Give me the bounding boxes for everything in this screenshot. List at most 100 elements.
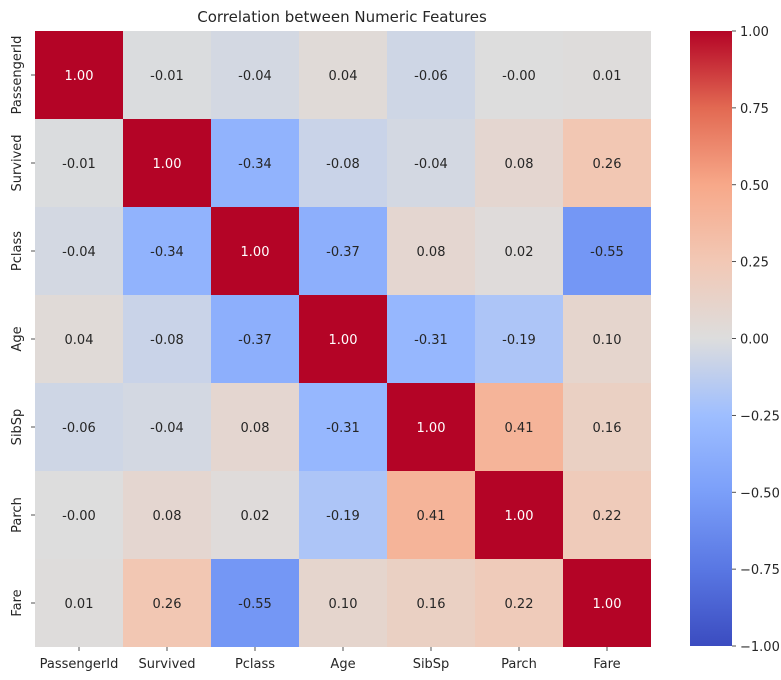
- heatmap-cell: [475, 207, 563, 295]
- cell-value-label: 1.00: [329, 333, 358, 348]
- heatmap-cell: [387, 559, 475, 647]
- cell-value-label: 1.00: [505, 509, 534, 524]
- cell-value-label: 0.16: [593, 421, 622, 436]
- heatmap-cell: [299, 207, 387, 295]
- cell-value-label: -0.04: [62, 245, 96, 260]
- cell-value-label: 0.26: [153, 597, 182, 612]
- x-tick-label: PassengerId: [40, 657, 119, 672]
- x-tick-label: Survived: [138, 657, 195, 672]
- colorbar-tick-label: −0.50: [740, 486, 780, 501]
- heatmap-cell: [211, 383, 299, 471]
- cell-value-label: -0.04: [238, 69, 272, 84]
- cell-value-label: -0.34: [238, 157, 272, 172]
- heatmap-cell: [299, 471, 387, 559]
- heatmap-cell: [35, 383, 123, 471]
- cell-value-label: 0.08: [505, 157, 534, 172]
- cell-value-label: -0.19: [502, 333, 536, 348]
- cell-value-label: -0.00: [502, 69, 536, 84]
- heatmap-cell: [211, 207, 299, 295]
- chart-title: Correlation between Numeric Features: [197, 8, 487, 26]
- heatmap-cell: [35, 207, 123, 295]
- colorbar: 1.00 0.75 0.50 0.25 0.00 −0.25 −0.50 −0.75 −1.00: [690, 25, 780, 655]
- heatmap-cell: [387, 31, 475, 119]
- x-tick-label: Pclass: [235, 657, 275, 672]
- heatmap-cell: [475, 31, 563, 119]
- y-axis-tick-labels: PassengerId Survived Pclass Age SibSp Parch Fa…: [10, 36, 35, 617]
- cell-value-label: -0.08: [326, 157, 360, 172]
- heatmap-cell: [563, 383, 651, 471]
- colorbar-tick-label: 0.25: [740, 256, 769, 271]
- cell-value-label: -0.31: [326, 421, 360, 436]
- cell-value-label: -0.08: [150, 333, 184, 348]
- colorbar-gradient: [690, 31, 732, 646]
- heatmap-cell: [563, 119, 651, 207]
- cell-value-label: 0.22: [505, 597, 534, 612]
- cell-value-label: -0.19: [326, 509, 360, 524]
- y-tick-label: Parch: [10, 497, 25, 533]
- cell-value-label: 1.00: [153, 157, 182, 172]
- colorbar-tick-label: −0.75: [740, 563, 780, 578]
- heatmap-cell: [475, 559, 563, 647]
- cell-value-label: -0.34: [150, 245, 184, 260]
- cell-value-label: -0.01: [150, 69, 184, 84]
- heatmap-cell: [123, 295, 211, 383]
- colorbar-tick-label: 0.75: [740, 102, 769, 117]
- cell-value-label: 0.16: [417, 597, 446, 612]
- y-tick-label: PassengerId: [10, 36, 25, 115]
- heatmap-cell: [563, 559, 651, 647]
- heatmap-cell: [563, 31, 651, 119]
- colorbar-tick-label: −1.00: [740, 640, 780, 655]
- heatmap-cell: [563, 295, 651, 383]
- heatmap-cell: [299, 31, 387, 119]
- y-tick-label: SibSp: [10, 409, 25, 446]
- y-tick-label: Age: [10, 326, 25, 351]
- cell-value-label: -0.06: [62, 421, 96, 436]
- cell-value-label: -0.04: [150, 421, 184, 436]
- heatmap-cell: [123, 31, 211, 119]
- cell-value-label: 0.41: [505, 421, 534, 436]
- y-tick-label: Survived: [10, 134, 25, 191]
- heatmap-cell: [123, 471, 211, 559]
- y-tick-label: Pclass: [10, 231, 25, 271]
- heatmap-cell: [475, 471, 563, 559]
- heatmap-cell: [211, 559, 299, 647]
- cell-value-label: 0.26: [593, 157, 622, 172]
- x-axis-tick-labels: PassengerId Survived Pclass Age SibSp Parch Fa…: [40, 647, 621, 672]
- cell-value-label: 0.04: [329, 69, 358, 84]
- cell-value-label: 0.01: [593, 69, 622, 84]
- cell-value-label: 0.08: [241, 421, 270, 436]
- x-tick-label: SibSp: [413, 657, 450, 672]
- cell-value-label: 0.10: [329, 597, 358, 612]
- cell-value-label: -0.55: [590, 245, 624, 260]
- heatmap-cell: [475, 119, 563, 207]
- heatmap-cell: [387, 207, 475, 295]
- cell-value-label: 0.01: [65, 597, 94, 612]
- y-tick-label: Fare: [10, 589, 25, 616]
- heatmap-cell: [123, 383, 211, 471]
- x-tick-label: Fare: [593, 657, 620, 672]
- colorbar-tick-label: 0.00: [740, 333, 769, 348]
- cell-value-label: -0.37: [238, 333, 272, 348]
- heatmap-cell: [211, 119, 299, 207]
- colorbar-tick-label: −0.25: [740, 409, 780, 424]
- heatmap-cell: [299, 559, 387, 647]
- cell-value-label: 0.10: [593, 333, 622, 348]
- cell-value-label: 1.00: [65, 69, 94, 84]
- cell-value-label: -0.37: [326, 245, 360, 260]
- heatmap-cell: [123, 119, 211, 207]
- cell-value-label: 0.04: [65, 333, 94, 348]
- heatmap-cell: [563, 207, 651, 295]
- heatmap-cell: [563, 471, 651, 559]
- heatmap-cell: [123, 559, 211, 647]
- heatmap-cell: [123, 207, 211, 295]
- cell-value-label: 0.22: [593, 509, 622, 524]
- cell-value-label: 0.02: [241, 509, 270, 524]
- heatmap-cell: [299, 295, 387, 383]
- heatmap-cell: [387, 295, 475, 383]
- heatmap-cell: [299, 383, 387, 471]
- cell-value-label: 1.00: [417, 421, 446, 436]
- heatmap-cell: [387, 383, 475, 471]
- heatmap-cell: [299, 119, 387, 207]
- colorbar-tick-label: 0.50: [740, 179, 769, 194]
